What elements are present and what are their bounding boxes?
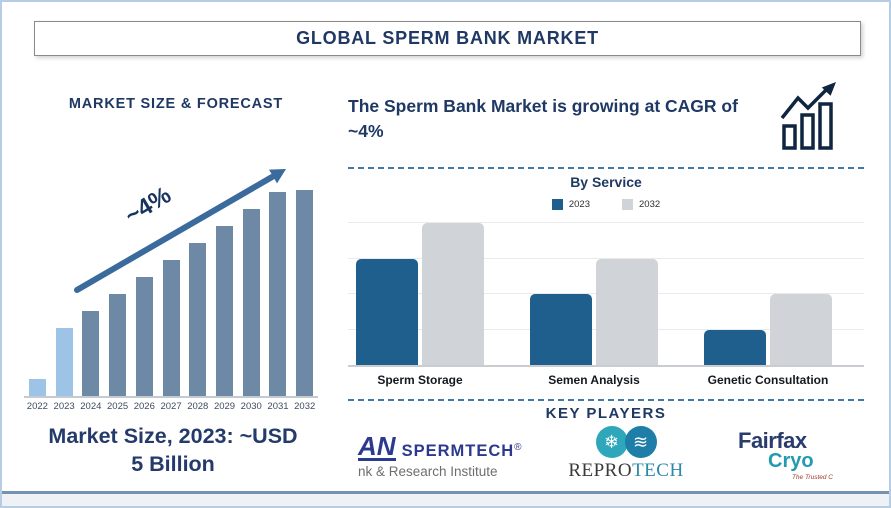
bar-2023-1: [530, 294, 592, 365]
spermtech-wordmark: AN SPERMTECH ®: [358, 431, 522, 461]
page-title: GLOBAL SPERM BANK MARKET: [296, 28, 599, 48]
year-label-2026: 2026: [133, 401, 155, 412]
bar-group-1: [530, 258, 658, 365]
year-column: [131, 160, 158, 396]
spermtech-logo: AN SPERMTECH ® nk & Research Institute: [358, 431, 522, 479]
caption-line-1: Market Size, 2023: ~USD: [48, 424, 298, 448]
year-column: [184, 160, 211, 396]
year-column: [238, 160, 265, 396]
legend-label: 2032: [639, 199, 661, 210]
category-label: Sperm Storage: [377, 373, 463, 387]
year-column: [104, 160, 131, 396]
year-label-2032: 2032: [294, 401, 316, 412]
bar-2028: [189, 243, 207, 396]
by-service-grouped-bar-chart: [348, 220, 864, 367]
spermtech-prefix: AN: [358, 431, 396, 461]
bar-2030: [242, 209, 260, 396]
dashed-divider-top: [348, 167, 864, 169]
dashed-divider-bottom: [348, 399, 864, 401]
fairfax-cryo-logo: Fairfax Cryo The Trusted C: [738, 428, 833, 481]
year-label-2030: 2030: [240, 401, 262, 412]
caption-line-2: 5 Billion: [131, 452, 215, 476]
bar-2032-1: [596, 258, 658, 365]
spermtech-name: SPERMTECH: [401, 442, 515, 460]
bar-2029: [216, 226, 233, 396]
reprotech-logo: ❄ ≋ REPROTECH: [566, 426, 686, 482]
footer-bar: [2, 491, 889, 506]
bar-2031: [269, 192, 287, 396]
bar-2027: [162, 260, 180, 396]
market-size-forecast-heading: MARKET SIZE & FORECAST: [68, 96, 284, 112]
reprotech-name-teal: TECH: [632, 460, 684, 481]
legend-label: 2023: [568, 199, 590, 210]
year-column: [51, 160, 78, 396]
year-column: [265, 160, 292, 396]
bar-chart-rising-arrow-icon: [780, 82, 836, 150]
spermtech-subtitle: nk & Research Institute: [358, 464, 498, 479]
bar-2023-2: [704, 329, 766, 365]
legend-swatch: [622, 199, 633, 210]
bar-2032: [296, 190, 314, 396]
category-label: Semen Analysis: [548, 373, 640, 387]
year-label-2031: 2031: [267, 401, 289, 412]
reprotech-name-dark: REPRO: [568, 460, 633, 481]
year-label-2023: 2023: [53, 401, 75, 412]
year-label-2028: 2028: [187, 401, 209, 412]
legend-swatch: [551, 199, 563, 210]
reprotech-wordmark: REPROTECH: [566, 460, 686, 482]
bar-2032-2: [770, 294, 832, 365]
wave-globe-icon: ≋: [624, 426, 657, 458]
title-banner: GLOBAL SPERM BANK MARKET: [34, 21, 861, 56]
year-label-2022: 2022: [26, 401, 48, 412]
market-size-caption: Market Size, 2023: ~USD 5 Billion: [10, 422, 336, 478]
registered-trademark-symbol: ®: [514, 442, 522, 453]
bar-group-0: [356, 223, 484, 365]
key-players-title: KEY PLAYERS: [545, 405, 667, 422]
service-category-labels: Sperm Storage Semen Analysis Genetic Consu…: [348, 373, 864, 387]
legend-item-2032: 2032: [622, 199, 660, 210]
reprotech-icon: ❄ ≋: [566, 426, 686, 458]
bar-group-2: [704, 294, 832, 365]
bar-2025: [109, 294, 127, 396]
year-label-2024: 2024: [80, 401, 102, 412]
fairfax-tagline: The Trusted C: [791, 474, 833, 481]
year-column: [77, 160, 104, 396]
bar-2026: [135, 277, 153, 396]
legend-item-2023: 2023: [551, 199, 590, 210]
cryo-name: Cryo: [768, 450, 814, 472]
year-label-2029: 2029: [213, 401, 236, 412]
by-service-title: By Service: [570, 174, 642, 190]
bar-groups: [348, 220, 864, 365]
snowflake-icon: ❄: [595, 426, 628, 458]
year-label-2027: 2027: [160, 401, 182, 412]
category-label: Genetic Consultation: [707, 373, 829, 387]
gridline: [348, 222, 864, 223]
growth-headline: The Sperm Bank Market is growing at CAGR…: [348, 96, 738, 141]
fairfax-name: Fairfax: [738, 428, 807, 453]
key-players-logos: AN SPERMTECH ® nk & Research Institute ❄…: [348, 426, 864, 496]
market-size-year-labels: 2022 2023 2024 2025 2026 2027 2028 2029 2030 2031…: [24, 401, 318, 412]
bar-2024: [82, 311, 100, 396]
year-label-2025: 2025: [107, 401, 129, 412]
chart-legend: 2023 2032: [348, 199, 864, 210]
bar-2023: [55, 328, 73, 396]
bar-2023-0: [356, 258, 418, 365]
year-column: [158, 160, 185, 396]
bar-2022: [28, 379, 46, 396]
year-column: [291, 160, 318, 396]
bar-2032-0: [422, 223, 484, 365]
year-column: [211, 160, 238, 396]
gridline: [348, 257, 864, 259]
year-column: [24, 160, 51, 396]
